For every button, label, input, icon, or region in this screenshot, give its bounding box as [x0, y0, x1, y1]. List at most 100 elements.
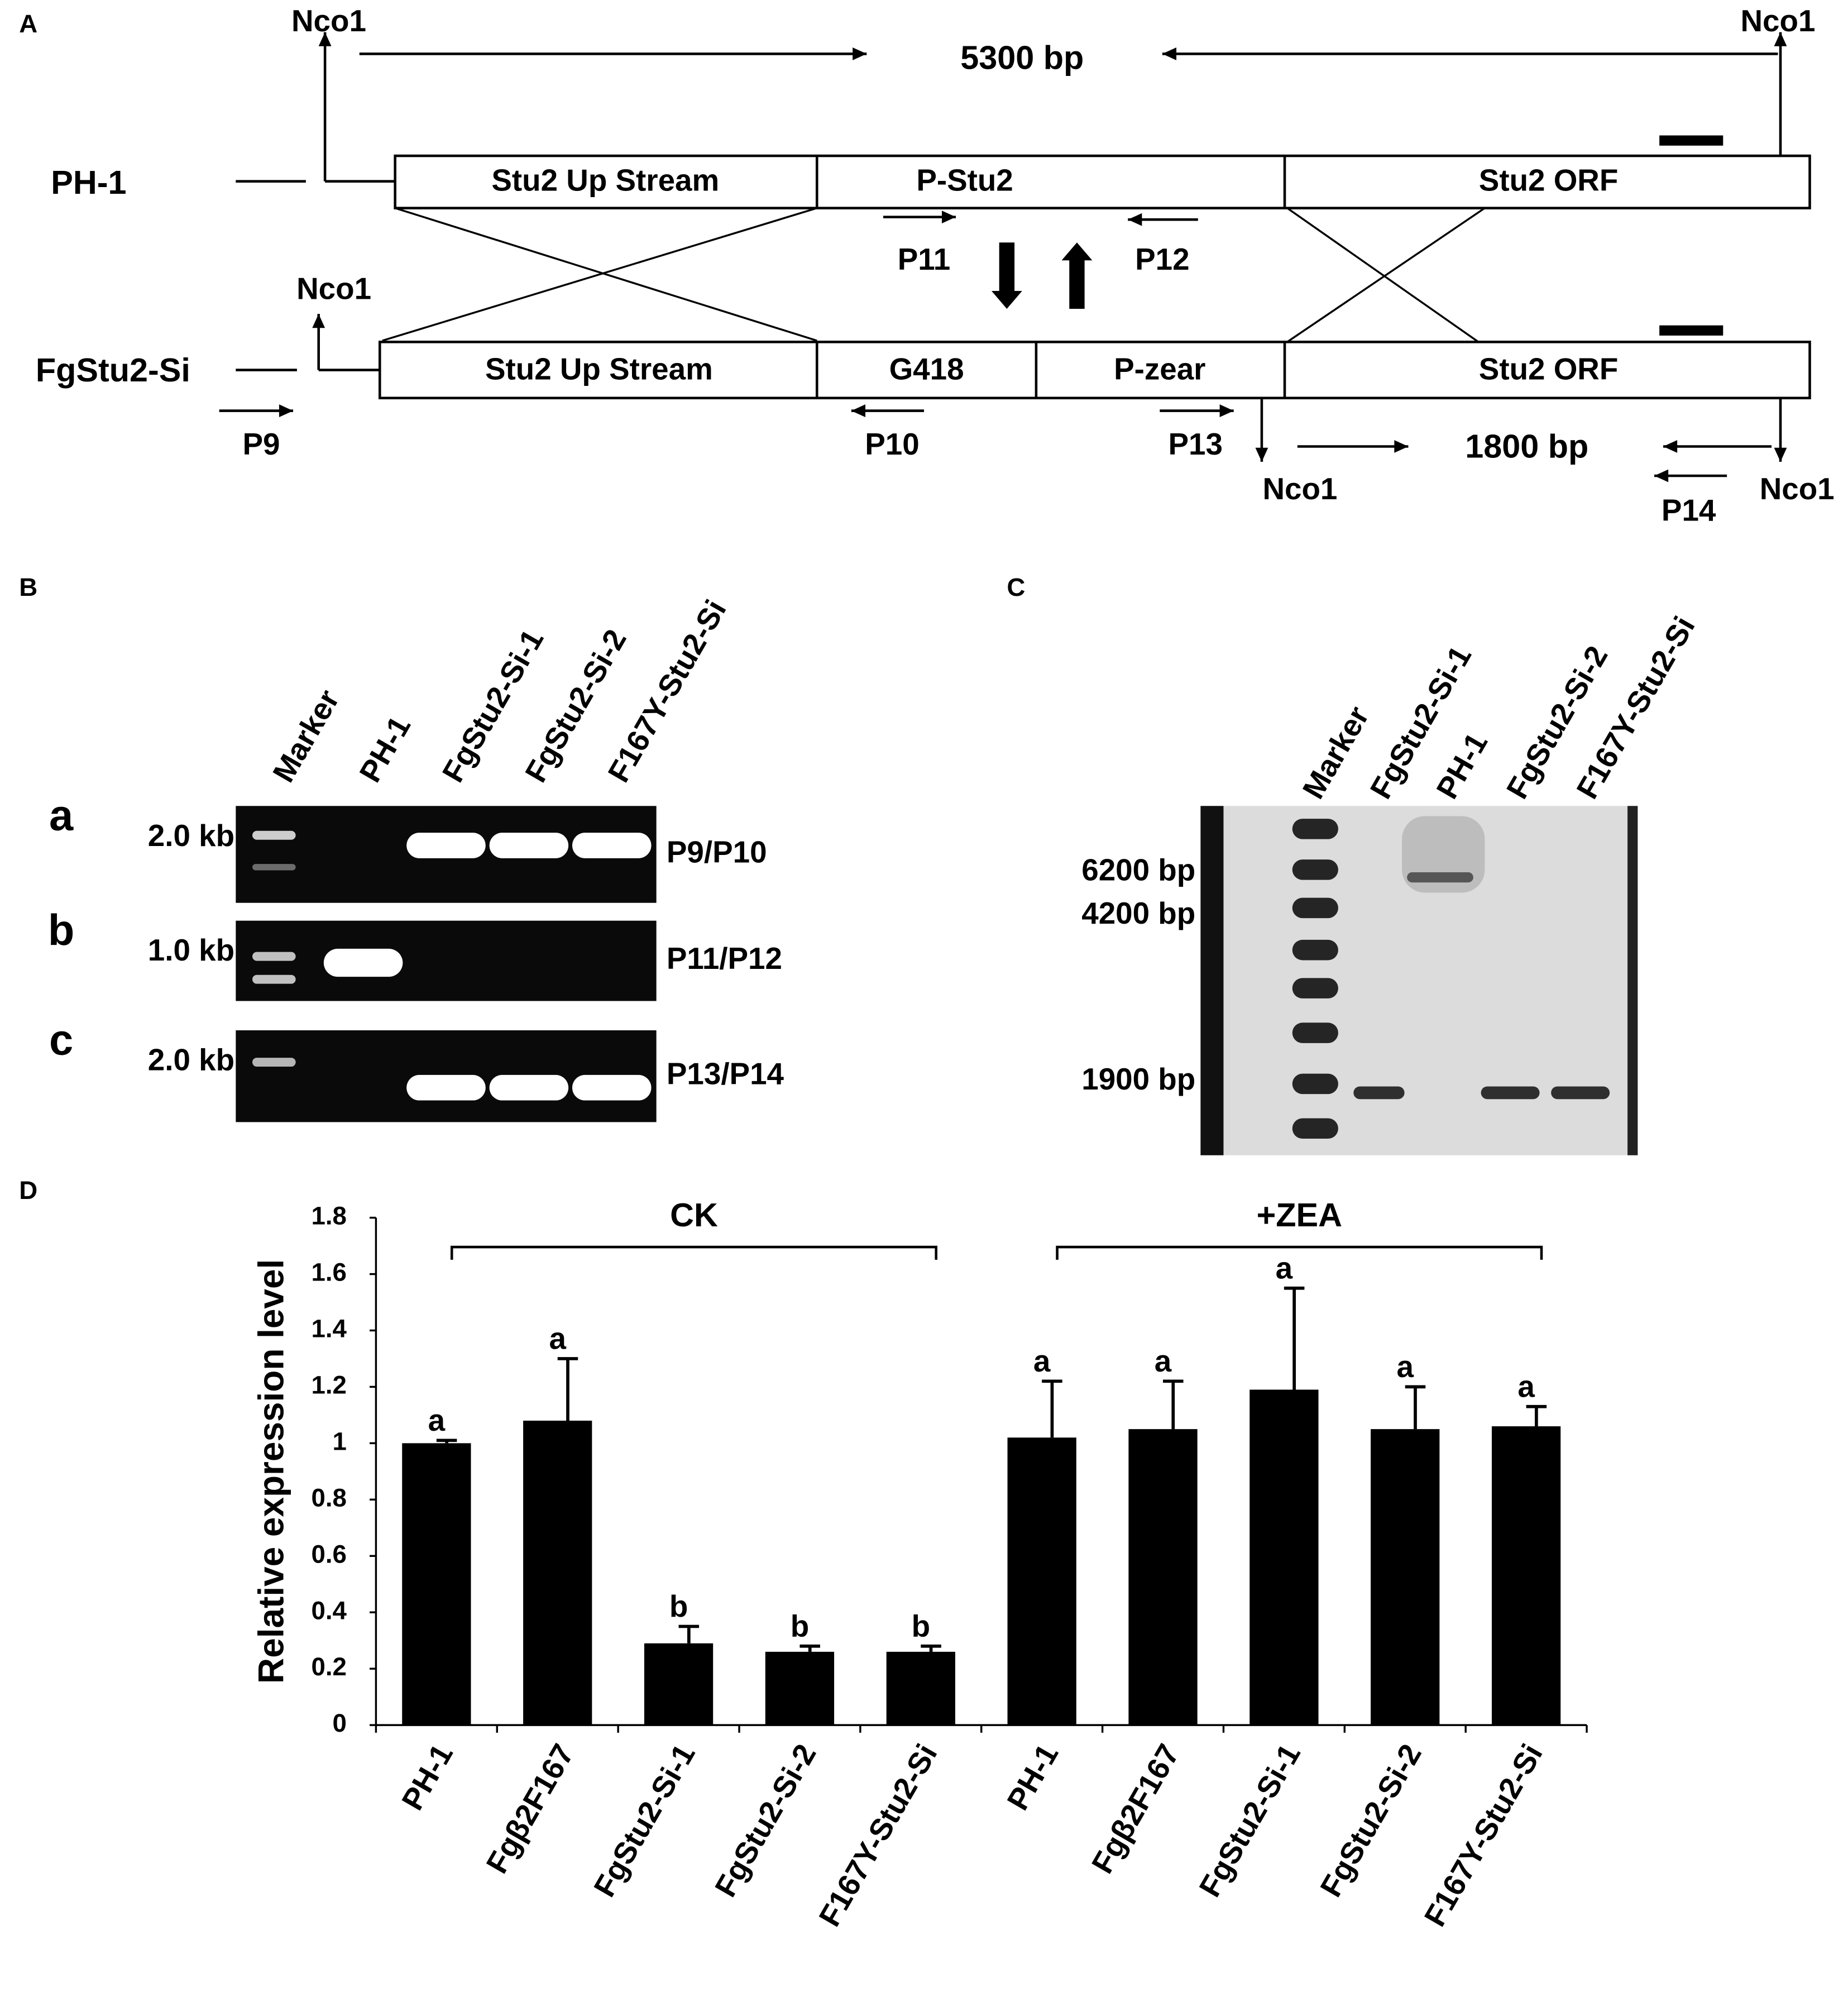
- significance-letter: b: [669, 1589, 688, 1623]
- arrow-head: [318, 32, 332, 46]
- band: [406, 1074, 486, 1101]
- arrow-head: [1394, 440, 1409, 453]
- thick-arrow: [991, 242, 1022, 309]
- significance-letter: a: [549, 1321, 566, 1355]
- arrow-head: [279, 404, 294, 417]
- box-label: Stu2 Up Stream: [485, 351, 713, 386]
- marker-band: [252, 952, 296, 961]
- blot-band: [1292, 859, 1338, 880]
- panel-label: A: [19, 9, 37, 38]
- blot-band: [1292, 897, 1338, 919]
- bar: [1371, 1429, 1440, 1726]
- band: [489, 1074, 569, 1101]
- gene-box: [394, 154, 1811, 209]
- size-label: 1900 bp: [1081, 1062, 1195, 1096]
- group-label: +ZEA: [1257, 1196, 1342, 1234]
- error-bar: [1526, 1404, 1547, 1427]
- arrow-head: [1219, 404, 1234, 417]
- group-label: CK: [670, 1196, 718, 1234]
- panel-label: B: [19, 573, 37, 601]
- blot-band: [1292, 978, 1338, 998]
- size-label: 1.0 kb: [148, 933, 234, 967]
- panel-label: C: [1007, 573, 1025, 601]
- significance-letter: a: [1033, 1344, 1051, 1378]
- blot-band: [1292, 1022, 1338, 1043]
- box-label: Stu2 ORF: [1479, 351, 1619, 386]
- primer-label: P13: [1169, 427, 1223, 461]
- arrow-head: [941, 211, 956, 224]
- significance-letter: a: [1276, 1250, 1293, 1285]
- group-bracket: [450, 1245, 937, 1260]
- crossover: [1286, 207, 1479, 343]
- y-tick-label: 0.8: [311, 1483, 346, 1512]
- site-label: Nco1: [291, 3, 366, 38]
- bar: [1128, 1429, 1198, 1726]
- y-axis-title: Relative expression level: [251, 1259, 291, 1684]
- size-label: 2.0 kb: [148, 818, 234, 853]
- blot-band: [1481, 1086, 1540, 1100]
- probe: [1659, 325, 1723, 336]
- significance-letter: a: [1397, 1349, 1414, 1384]
- bar: [1249, 1389, 1319, 1726]
- marker-band: [252, 1058, 296, 1067]
- marker-band: [252, 864, 296, 871]
- significance-letter: a: [1155, 1344, 1172, 1378]
- bar: [1491, 1426, 1561, 1726]
- strain-label: PH-1: [51, 164, 126, 201]
- crossover: [1286, 207, 1486, 343]
- crossover: [382, 207, 817, 342]
- primer-label: P13/P14: [667, 1057, 784, 1091]
- box-label: P-zear: [1114, 351, 1205, 386]
- thick-arrow: [1061, 242, 1093, 309]
- probe: [1659, 135, 1723, 146]
- bar: [644, 1643, 714, 1726]
- blot-band: [1292, 819, 1338, 839]
- box-label: G418: [889, 351, 964, 386]
- y-tick-label: 0.4: [311, 1596, 347, 1624]
- primer-label: P9: [242, 427, 280, 461]
- bar: [765, 1651, 835, 1726]
- group-bracket: [1056, 1245, 1543, 1260]
- error-bar: [1284, 1286, 1305, 1390]
- primer-label: P12: [1135, 242, 1189, 276]
- arrow-head: [1663, 440, 1678, 453]
- blot-band: [1551, 1086, 1610, 1100]
- blot-band: [1292, 939, 1338, 961]
- error-bar: [678, 1624, 700, 1643]
- site-label: Nco1: [296, 271, 371, 305]
- blot-edge: [1200, 806, 1224, 1155]
- significance-letter: a: [428, 1403, 446, 1437]
- size-label: 2.0 kb: [148, 1043, 234, 1077]
- arrow-head: [1255, 447, 1268, 462]
- bar: [1007, 1437, 1076, 1726]
- blot-band: [1407, 872, 1473, 883]
- arrow-head: [1654, 469, 1669, 482]
- significance-letter: a: [1517, 1369, 1535, 1403]
- y-tick-label: 1: [333, 1427, 347, 1455]
- primer-label: P11/P12: [667, 941, 782, 976]
- site-label: Nco1: [1740, 3, 1815, 38]
- arrow-head: [1774, 32, 1787, 46]
- significance-letter: b: [791, 1608, 809, 1643]
- blot-band: [1353, 1086, 1405, 1100]
- error-bar: [436, 1439, 457, 1444]
- y-tick-label: 1.8: [311, 1202, 346, 1230]
- blot-band: [1292, 1073, 1338, 1095]
- band: [489, 833, 569, 858]
- site-label: Nco1: [1262, 471, 1337, 506]
- size-label: 5300 bp: [960, 39, 1084, 76]
- y-tick-label: 0: [333, 1709, 347, 1737]
- arrow-head: [1128, 213, 1142, 226]
- panel-label: D: [19, 1176, 37, 1205]
- band: [572, 1074, 652, 1101]
- y-tick-label: 0.6: [311, 1540, 346, 1568]
- arrow-head: [1774, 447, 1787, 462]
- y-tick-label: 1.4: [311, 1315, 347, 1343]
- error-bar: [799, 1644, 820, 1652]
- arrow-head: [1162, 47, 1176, 60]
- box-label: Stu2 Up Stream: [491, 163, 719, 197]
- strain-label: FgStu2-Si: [36, 351, 190, 389]
- arrow-head: [853, 47, 867, 60]
- arrow-head: [851, 404, 865, 417]
